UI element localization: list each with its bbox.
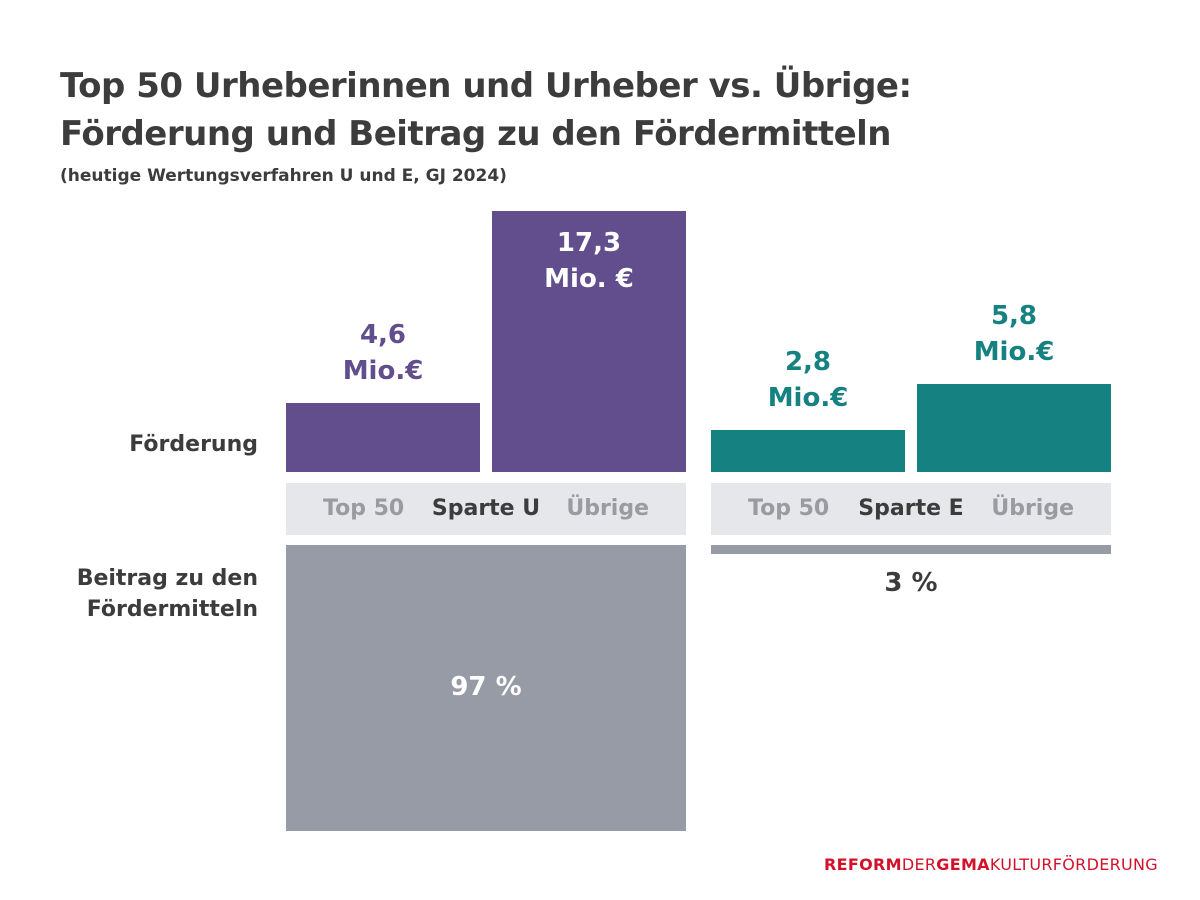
category-label-uebrige: Übrige xyxy=(566,496,649,521)
chart-title-line-2: Förderung und Beitrag zu den Fördermitte… xyxy=(60,114,891,154)
chart-title: Top 50 Urheberinnen und Urheber vs. Übri… xyxy=(60,62,912,158)
foerderung-bar-sparte-e-top50 xyxy=(711,430,905,472)
value-label-sparte-u-top50: 4,6 Mio.€ xyxy=(286,317,480,389)
beitrag-label-sparte-e: 3 % xyxy=(884,568,938,598)
brand-part-gema: GEMA xyxy=(936,855,990,874)
row-label-beitrag: Beitrag zu den Fördermitteln xyxy=(77,563,258,625)
foerderung-bar-sparte-e-uebrige xyxy=(917,384,1111,472)
value-label-sparte-e-top50: 2,8 Mio.€ xyxy=(711,344,905,416)
foerderung-bar-sparte-u-top50 xyxy=(286,403,480,472)
value-label-line: 17,3 xyxy=(556,228,622,258)
brand-part-kulturfoerderung: KULTURFÖRDERUNG xyxy=(989,855,1158,874)
brand-part-reform: REFORM xyxy=(824,855,902,874)
brand-logo: REFORMDERGEMAKULTURFÖRDERUNG xyxy=(824,855,1158,874)
category-label-top50: Top 50 xyxy=(323,496,405,521)
category-label-uebrige: Übrige xyxy=(991,496,1074,521)
beitrag-label-sparte-u: 97 % xyxy=(450,672,522,702)
value-label-line: 5,8 xyxy=(990,301,1038,331)
value-label-sparte-e-uebrige: 5,8 Mio.€ xyxy=(917,298,1111,370)
value-label-line: 2,8 xyxy=(784,347,832,377)
row-label-foerderung: Förderung xyxy=(129,432,258,457)
value-label-sparte-u-uebrige: 17,3 Mio. € xyxy=(492,225,686,297)
foerderung-bar-sparte-u-uebrige xyxy=(492,211,686,472)
row-label-beitrag-line-1: Beitrag zu den xyxy=(76,566,258,591)
row-label-beitrag-line-2: Fördermitteln xyxy=(86,597,258,622)
group-label-sparte-u: Sparte U xyxy=(431,496,541,521)
value-label-line: Mio. € xyxy=(544,264,634,294)
value-label-line: 4,6 xyxy=(359,320,407,350)
category-label-top50: Top 50 xyxy=(748,496,830,521)
value-label-line: Mio.€ xyxy=(767,383,849,413)
category-band-sparte-u: Top 50 Sparte U Übrige xyxy=(286,483,686,535)
value-label-line: Mio.€ xyxy=(973,337,1055,367)
beitrag-bar-sparte-u xyxy=(286,545,686,831)
chart-subtitle: (heutige Wertungsverfahren U und E, GJ 2… xyxy=(60,166,507,186)
category-band-sparte-e: Top 50 Sparte E Übrige xyxy=(711,483,1111,535)
group-label-sparte-e: Sparte E xyxy=(858,496,964,521)
value-label-line: Mio.€ xyxy=(342,356,424,386)
brand-part-der: DER xyxy=(901,855,937,874)
chart-title-line-1: Top 50 Urheberinnen und Urheber vs. Übri… xyxy=(60,66,912,106)
beitrag-bar-sparte-e xyxy=(711,545,1111,554)
